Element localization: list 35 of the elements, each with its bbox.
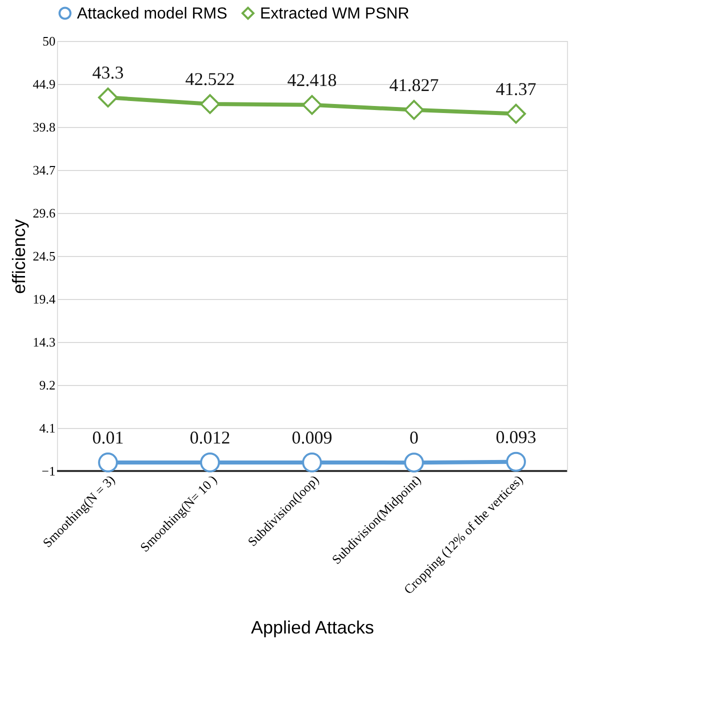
y-tick-label: 44.9: [32, 76, 56, 92]
y-tick-label: 9.2: [39, 378, 56, 392]
y-tick-label: 34.7: [32, 162, 56, 178]
data-label: 42.418: [287, 70, 337, 90]
data-label: 43.3: [92, 62, 124, 82]
data-label: 0.012: [190, 427, 230, 448]
point: [302, 94, 322, 115]
y-tick-label: 19.4: [32, 292, 56, 306]
y-axis-title: efficiency: [8, 219, 29, 294]
point: [98, 452, 118, 472]
point: [98, 88, 118, 108]
point: [302, 452, 322, 472]
data-label: 41.827: [389, 74, 439, 95]
data-label: 42.522: [185, 69, 235, 90]
data-label: 0.01: [92, 427, 124, 448]
data-label: 0.009: [292, 427, 332, 448]
data-label: 41.37: [496, 78, 536, 99]
point: [404, 452, 424, 472]
y-tick-label: 24.5: [32, 248, 56, 264]
y-tick-label: 50: [42, 34, 56, 48]
y-tick-label: 39.8: [32, 120, 56, 134]
data-label: 0: [410, 428, 418, 448]
point: [506, 104, 526, 124]
legend-label: Extracted WM PSNR: [260, 5, 410, 22]
point: [404, 100, 424, 120]
y-tick-label: 29.6: [32, 206, 56, 220]
legend-label: Attacked model RMS: [77, 5, 228, 22]
x-axis-title: Applied Attacks: [250, 617, 374, 638]
y-tick-label: 4.1: [39, 420, 56, 436]
data-label: 0.093: [496, 426, 536, 447]
point: [200, 94, 220, 114]
point: [200, 452, 220, 472]
y-tick-label: 14.3: [32, 334, 56, 350]
point: [506, 452, 526, 472]
y-tick-label: −1: [42, 464, 56, 478]
